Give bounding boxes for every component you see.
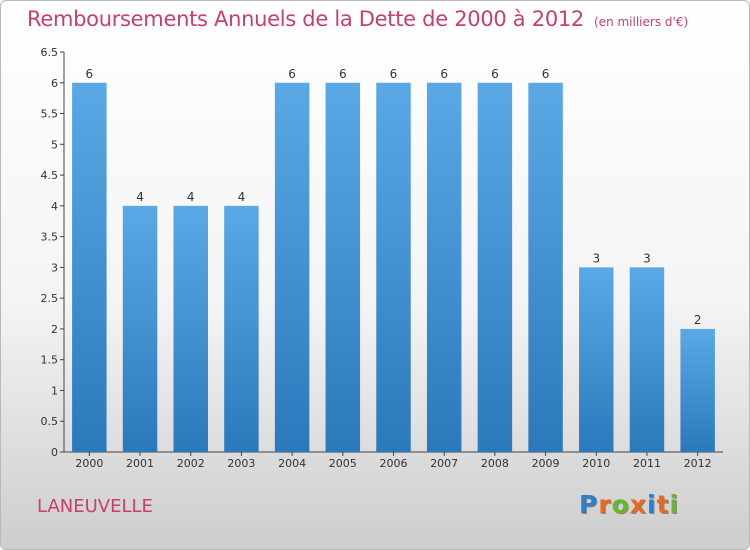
x-tick-label: 2011 xyxy=(633,457,661,470)
x-tick-label: 2001 xyxy=(126,457,154,470)
bar xyxy=(122,205,158,452)
x-tick-label: 2003 xyxy=(227,457,255,470)
y-tick-label: 1 xyxy=(51,384,58,397)
bar xyxy=(274,82,310,453)
y-tick-label: 5.5 xyxy=(41,108,59,121)
data-label: 3 xyxy=(592,251,600,265)
logo-letter: t xyxy=(656,490,670,519)
y-tick-label: 0.5 xyxy=(41,415,59,428)
place-name: LANEUVELLE xyxy=(37,496,153,517)
data-label: 4 xyxy=(136,190,144,204)
chart-subtitle: (en milliers d'€) xyxy=(594,15,689,29)
y-tick-label: 2 xyxy=(51,323,58,336)
bar xyxy=(477,82,513,453)
y-tick-label: 5 xyxy=(51,138,58,151)
data-label: 4 xyxy=(187,190,195,204)
logo-letter: r xyxy=(598,490,612,519)
x-tick-label: 2009 xyxy=(532,457,560,470)
x-tick-label: 2004 xyxy=(278,457,306,470)
y-tick-label: 4 xyxy=(51,200,58,213)
y-tick-label: 0 xyxy=(51,446,58,459)
bar xyxy=(426,82,462,453)
data-label: 6 xyxy=(491,67,499,81)
chart-title: Remboursements Annuels de la Dette de 20… xyxy=(27,7,689,31)
y-tick-label: 2.5 xyxy=(41,292,59,305)
logo-letter: i xyxy=(647,490,657,519)
logo-letter: P xyxy=(579,490,599,519)
y-tick-label: 3.5 xyxy=(41,231,59,244)
x-tick-label: 2006 xyxy=(380,457,408,470)
proxiti-logo: Proxiti xyxy=(579,490,679,519)
y-tick-label: 1.5 xyxy=(41,354,59,367)
bar xyxy=(173,205,208,452)
x-tick-label: 2007 xyxy=(430,457,458,470)
bar xyxy=(325,82,361,453)
data-label: 2 xyxy=(694,313,702,327)
data-label: 3 xyxy=(643,251,651,265)
x-tick-label: 2002 xyxy=(177,457,205,470)
logo-letter: i xyxy=(669,490,680,519)
x-tick-label: 2012 xyxy=(684,457,712,470)
y-tick-label: 3 xyxy=(51,261,58,274)
x-tick-label: 2000 xyxy=(75,457,103,470)
bar xyxy=(629,267,665,452)
bar xyxy=(528,82,563,453)
logo-letter: o xyxy=(611,490,630,519)
data-label: 6 xyxy=(288,67,296,81)
data-label: 6 xyxy=(390,67,398,81)
x-tick-label: 2005 xyxy=(329,457,357,470)
bar xyxy=(376,82,411,453)
y-tick-label: 6.5 xyxy=(41,46,59,59)
y-tick-label: 6 xyxy=(51,77,58,90)
bar xyxy=(72,82,107,453)
logo-letter: x xyxy=(629,490,647,519)
bar xyxy=(680,328,715,452)
bar xyxy=(579,267,614,452)
data-label: 6 xyxy=(339,67,347,81)
x-tick-label: 2010 xyxy=(582,457,610,470)
x-tick-label: 2008 xyxy=(481,457,509,470)
bar xyxy=(224,205,259,452)
data-label: 6 xyxy=(86,67,94,81)
y-tick-label: 4.5 xyxy=(41,169,59,182)
data-label: 4 xyxy=(238,190,246,204)
data-label: 6 xyxy=(440,67,448,81)
data-label: 6 xyxy=(542,67,550,81)
